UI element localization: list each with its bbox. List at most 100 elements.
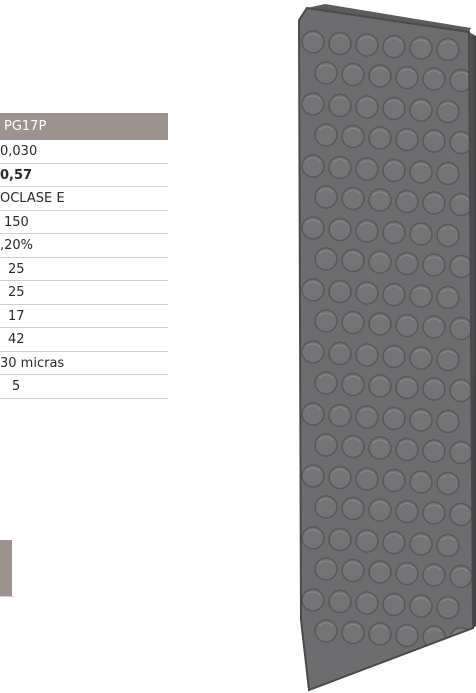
panel-bump-highlight xyxy=(413,473,429,478)
panel-bump xyxy=(409,470,433,494)
panel-bump-highlight xyxy=(372,315,388,320)
panel-bump-highlight xyxy=(426,566,442,571)
spec-row: 42 xyxy=(0,328,168,352)
panel-bump-highlight xyxy=(413,225,429,230)
panel-bump-highlight xyxy=(359,36,375,41)
panel-bump xyxy=(341,248,365,273)
panel-bump xyxy=(368,374,392,398)
panel-bump xyxy=(314,185,338,209)
panel-bump-highlight xyxy=(318,622,334,627)
panel-bump-highlight xyxy=(318,126,334,131)
panel-bump xyxy=(314,433,338,457)
spec-row: 25 xyxy=(0,258,168,281)
panel-bump-highlight xyxy=(318,374,334,379)
panel-bump xyxy=(436,99,460,124)
panel-bump-highlight xyxy=(453,506,469,510)
panel-bump-highlight xyxy=(426,70,442,75)
panel-bump xyxy=(368,436,392,460)
panel-bump xyxy=(301,30,325,54)
panel-bump xyxy=(328,217,352,242)
panel-bump xyxy=(422,377,446,401)
product-image xyxy=(295,0,476,693)
panel-bump-highlight xyxy=(305,529,321,534)
panel-bump-highlight xyxy=(399,565,415,569)
panel-bump-highlight xyxy=(332,407,348,411)
panel-bump-highlight xyxy=(305,405,321,410)
panel-bump-highlight xyxy=(359,470,375,475)
panel-bump xyxy=(422,67,446,91)
panel-bump xyxy=(341,496,365,521)
panel-bump xyxy=(436,285,460,310)
panel-bump-highlight xyxy=(386,38,402,42)
panel-bump xyxy=(382,158,406,183)
spec-row: 0,030 xyxy=(0,140,168,164)
panel-bump xyxy=(368,188,392,212)
second-table-divider xyxy=(0,596,14,597)
panel-bump xyxy=(395,623,419,648)
panel-bump xyxy=(341,372,365,397)
panel-bump xyxy=(409,346,433,370)
panel-bump-highlight xyxy=(399,503,415,507)
panel-bump xyxy=(382,34,406,59)
panel-bump-highlight xyxy=(318,250,334,255)
panel-bump-highlight xyxy=(305,591,321,596)
panel-bump-highlight xyxy=(413,101,429,106)
spec-value: 17 xyxy=(8,308,25,324)
panel-bump xyxy=(328,465,352,490)
panel-bump xyxy=(301,216,325,240)
panel-bump xyxy=(341,186,365,211)
panel-bump-highlight xyxy=(440,165,456,169)
panel-bump xyxy=(395,189,419,214)
panel-bump xyxy=(355,33,379,57)
panel-bump-highlight xyxy=(386,348,402,352)
spec-row: OCLASE E xyxy=(0,187,168,211)
panel-bump xyxy=(409,408,433,432)
panel-bump-highlight xyxy=(332,283,348,287)
panel-bump-highlight xyxy=(413,411,429,416)
panel-bump xyxy=(436,347,460,372)
panel-bump xyxy=(314,371,338,395)
panel-bump xyxy=(301,464,325,488)
panel-bump xyxy=(368,64,392,88)
panel-bump xyxy=(422,253,446,277)
panel-bump xyxy=(328,341,352,366)
panel-bump-highlight xyxy=(453,258,469,262)
panel-bump-highlight xyxy=(318,560,334,565)
panel-bump-highlight xyxy=(426,442,442,447)
panel-bump-highlight xyxy=(372,501,388,506)
panel-bump xyxy=(314,247,338,271)
panel-bump xyxy=(355,467,379,491)
panel-bump-highlight xyxy=(318,64,334,69)
spec-value: 30 micras xyxy=(0,355,65,371)
panel-bump xyxy=(355,95,379,119)
panel-bump xyxy=(355,219,379,243)
panel-bump xyxy=(314,557,338,581)
spec-row: 30 micras xyxy=(0,352,168,375)
spec-value: 150 xyxy=(4,214,29,230)
spec-row: 150 xyxy=(0,211,168,234)
panel-bump xyxy=(341,62,365,87)
panel-bump xyxy=(382,406,406,431)
panel-bump xyxy=(368,312,392,336)
panel-bump-highlight xyxy=(359,594,375,599)
panel-bump xyxy=(314,495,338,519)
panel-bump-highlight xyxy=(413,535,429,540)
panel-bump xyxy=(382,344,406,369)
panel-bump-highlight xyxy=(372,439,388,444)
panel-bump xyxy=(301,526,325,550)
panel-bump xyxy=(409,594,433,618)
panel-bump-highlight xyxy=(305,467,321,472)
panel-bump xyxy=(395,127,419,152)
panel-bump-highlight xyxy=(305,157,321,162)
panel-bump-highlight xyxy=(359,222,375,227)
spec-table-rows: 0,030 0,57 OCLASE E 150 ,20% 25 25 17 42 30 micra… xyxy=(0,140,168,399)
panel-bump xyxy=(436,595,460,620)
spec-row: ,20% xyxy=(0,234,168,258)
panel-bump-highlight xyxy=(399,131,415,135)
panel-bump xyxy=(395,313,419,338)
panel-bump xyxy=(341,558,365,583)
panel-bump-highlight xyxy=(359,284,375,289)
panel-bump-highlight xyxy=(372,253,388,258)
spec-value: 25 xyxy=(8,261,25,277)
panel-bump xyxy=(341,620,365,645)
